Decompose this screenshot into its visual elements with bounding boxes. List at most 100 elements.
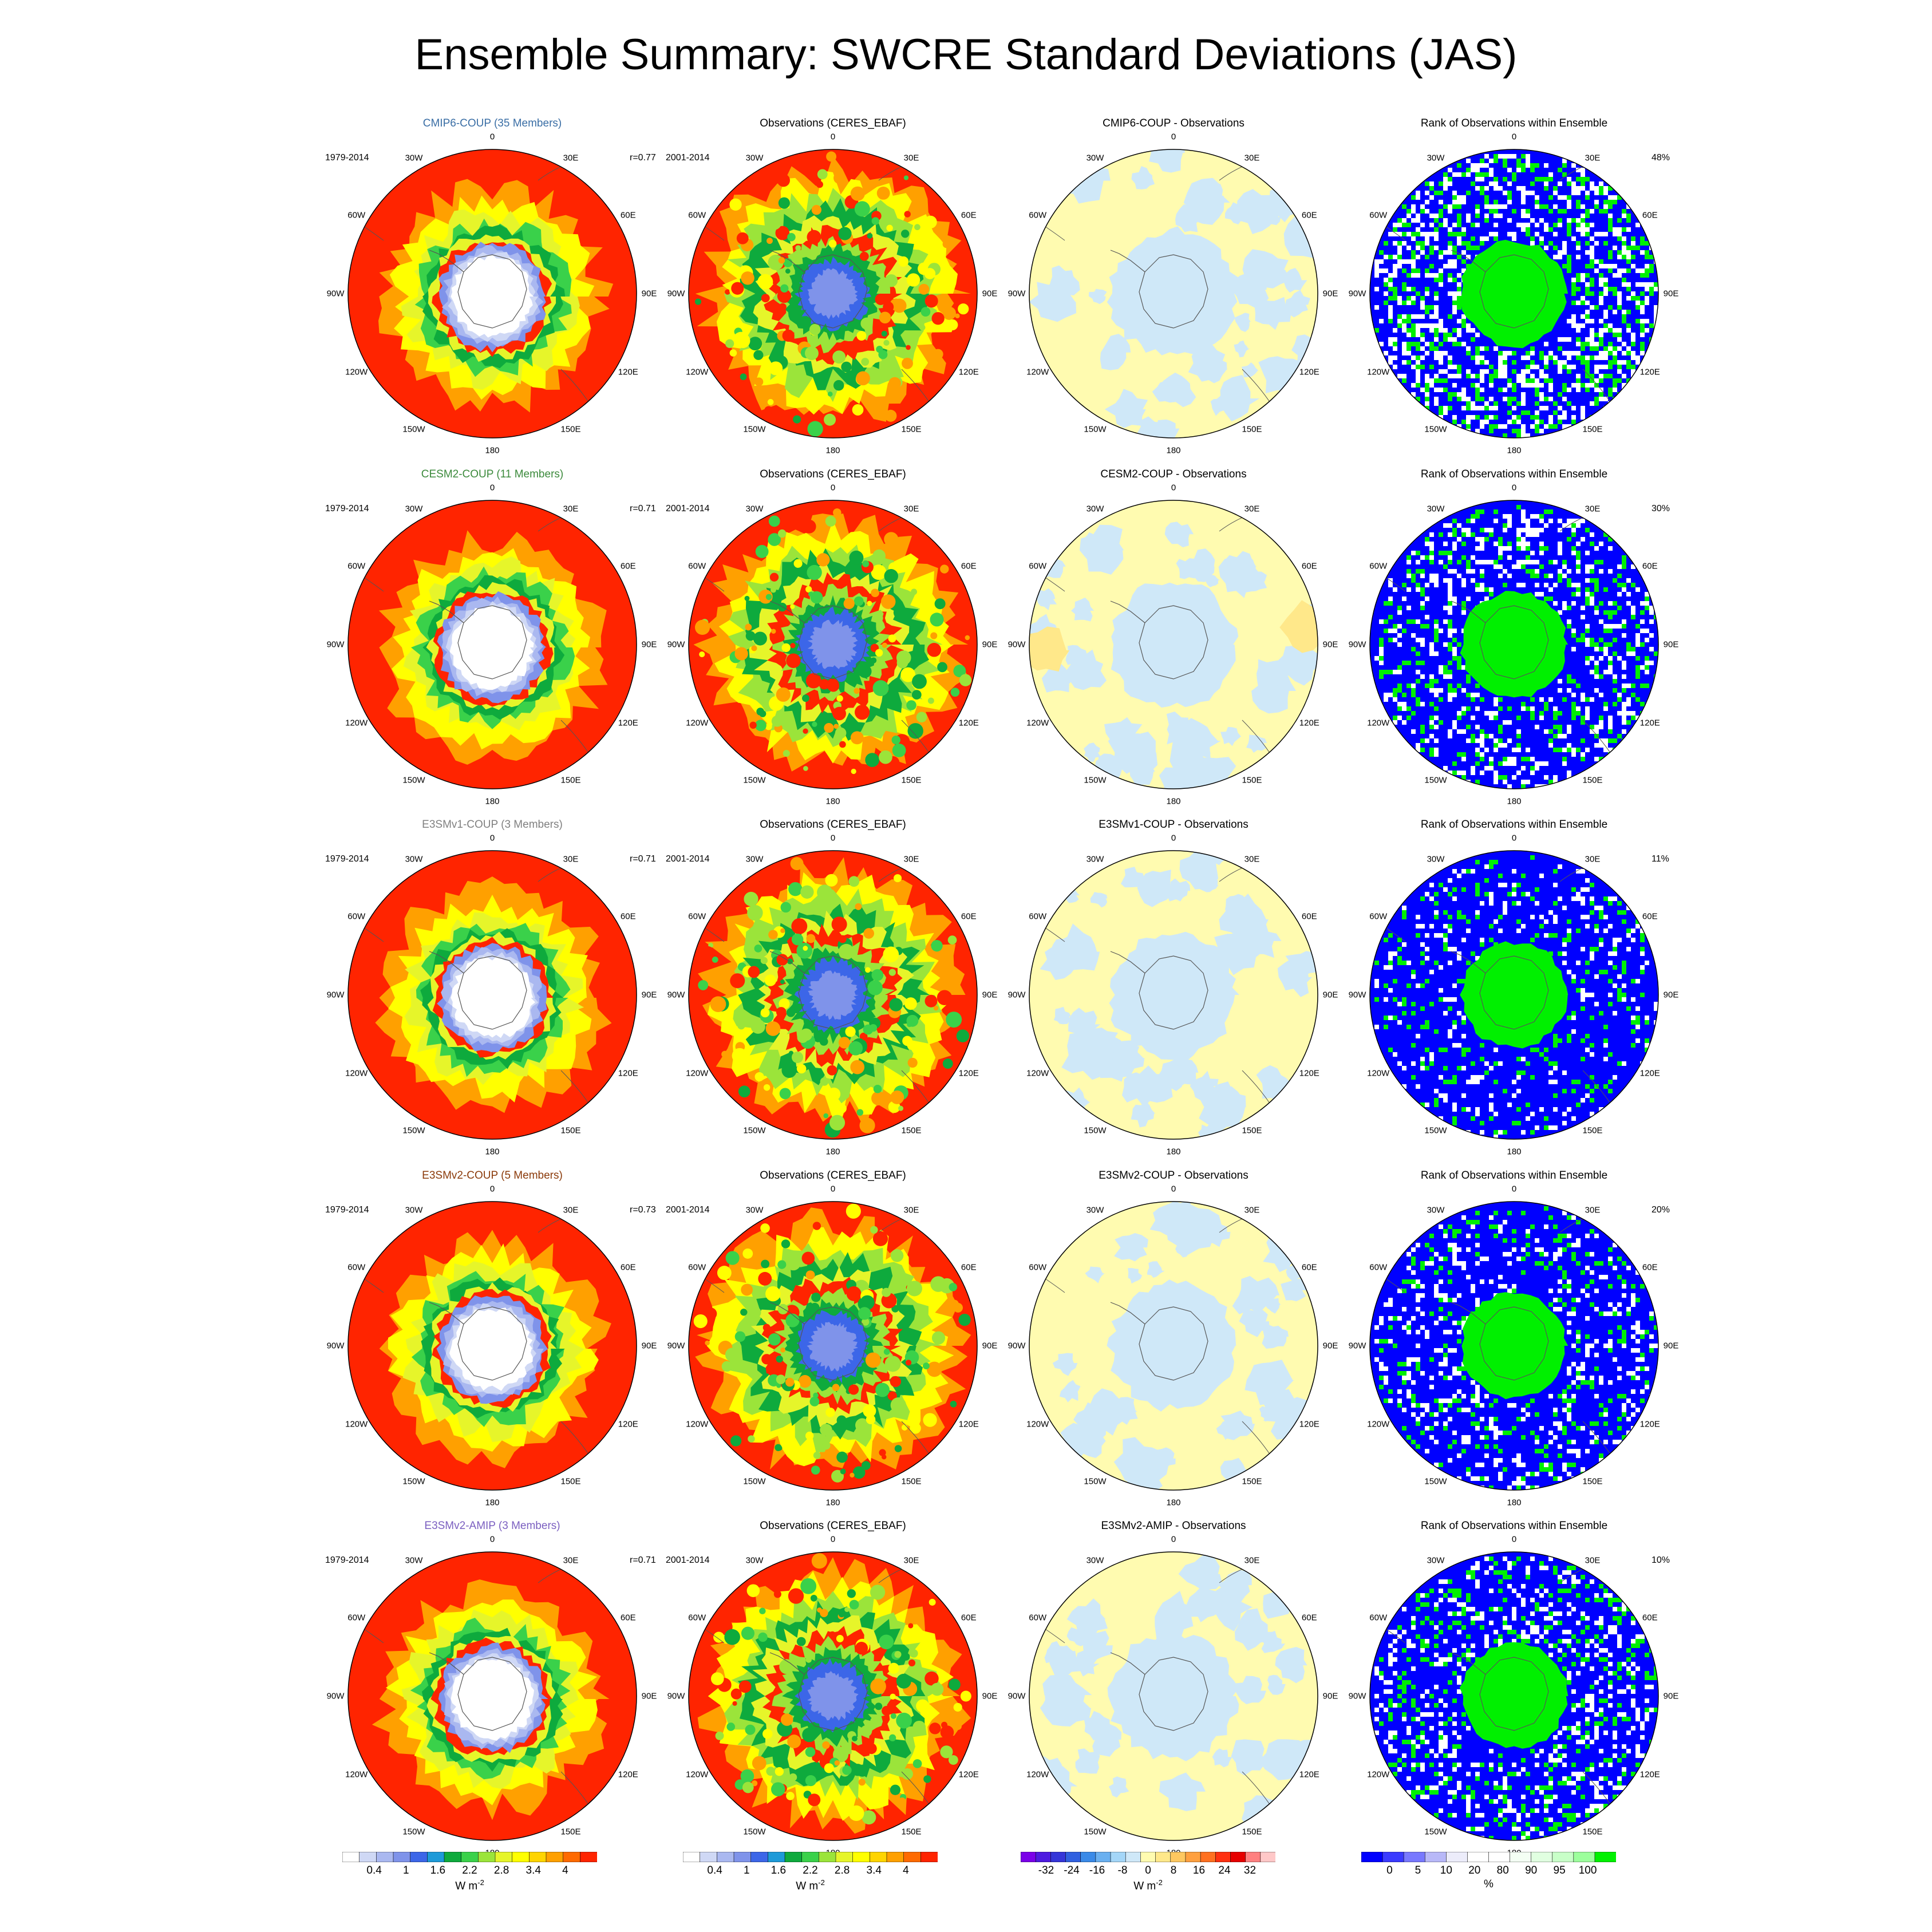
- field-cell: [1558, 748, 1562, 752]
- field-cell: [1521, 355, 1526, 360]
- field-cell: [1571, 1708, 1576, 1712]
- field-cell: [1484, 218, 1489, 223]
- field-cell: [1402, 1607, 1406, 1611]
- field-cell: [1635, 665, 1640, 670]
- field-cell: [1452, 638, 1457, 642]
- peninsula-coastline: [429, 600, 464, 623]
- field-cell: [1425, 1712, 1429, 1717]
- longitude-label: 30W: [1427, 854, 1445, 864]
- field-cell: [1590, 1431, 1594, 1435]
- field-cell: [1494, 1444, 1498, 1449]
- longitude-label: 60W: [1029, 1613, 1047, 1623]
- field-speckle: [912, 674, 927, 689]
- field-speckle: [717, 1266, 732, 1280]
- field-cell: [1448, 587, 1452, 592]
- field-cell: [1553, 1566, 1558, 1570]
- field-cell: [1434, 397, 1439, 401]
- longitude-label: 60E: [620, 1613, 636, 1623]
- field-cell: [1567, 674, 1571, 679]
- field-cell: [1429, 1376, 1434, 1380]
- longitude-label: 90E: [1663, 1341, 1679, 1351]
- field-cell: [1562, 351, 1567, 355]
- field-cell: [1594, 346, 1599, 351]
- field-cell: [1571, 1307, 1576, 1311]
- australia-coastline: [560, 1070, 590, 1105]
- field-cell: [1558, 551, 1562, 555]
- field-cell: [1425, 624, 1429, 629]
- field-cell: [1585, 195, 1590, 200]
- field-cell: [1397, 961, 1402, 965]
- field-patch: [1212, 1748, 1232, 1768]
- field-cell: [1617, 268, 1622, 273]
- field-cell: [1617, 1621, 1622, 1625]
- field-cell: [1631, 355, 1635, 360]
- field-cell: [1567, 268, 1571, 273]
- field-cell: [1654, 310, 1658, 314]
- period-label: 2001-2014: [666, 153, 710, 163]
- field-cell: [1420, 1602, 1425, 1607]
- field-patch: [1085, 1266, 1105, 1283]
- field-cell: [1590, 319, 1594, 323]
- field-cell: [1645, 1385, 1649, 1389]
- field-cell: [1384, 278, 1388, 282]
- field-cell: [1562, 1666, 1567, 1671]
- field-cell: [1613, 378, 1617, 383]
- field-cell: [1526, 1575, 1530, 1579]
- field-cell: [1530, 163, 1535, 168]
- field-cell: [1613, 651, 1617, 656]
- field-cell: [1475, 860, 1480, 864]
- field-cell: [1571, 1394, 1576, 1398]
- field-cell: [1480, 560, 1484, 564]
- longitude-label: 60E: [1301, 1613, 1317, 1623]
- field-cell: [1461, 1266, 1466, 1270]
- field-cell: [1530, 236, 1535, 241]
- field-cell: [1429, 924, 1434, 929]
- field-speckle: [886, 224, 893, 232]
- field-cell: [1429, 383, 1434, 388]
- field-cell: [1576, 519, 1581, 523]
- field-cell: [1516, 1458, 1521, 1463]
- field-cell: [1503, 154, 1507, 159]
- field-speckle: [824, 722, 834, 733]
- field-cell: [1590, 1112, 1594, 1116]
- longitude-label: 150W: [1424, 1125, 1447, 1136]
- field-cell: [1452, 1431, 1457, 1435]
- field-cell: [1571, 1298, 1576, 1302]
- polar-map: [688, 1551, 978, 1841]
- field-cell: [1603, 896, 1608, 901]
- field-cell: [1585, 970, 1590, 974]
- field-cell: [1544, 775, 1548, 780]
- field-cell: [1416, 1298, 1420, 1302]
- field-cell: [1512, 1403, 1516, 1408]
- field-speckle: [930, 613, 944, 627]
- field-cell: [1429, 716, 1434, 720]
- field-cell: [1406, 301, 1411, 305]
- field-cell: [1388, 596, 1393, 601]
- field-cell: [1654, 1002, 1658, 1006]
- field-cell: [1553, 1643, 1558, 1648]
- field-cell: [1457, 1589, 1461, 1593]
- field-cell: [1471, 1607, 1475, 1611]
- field-cell: [1585, 291, 1590, 296]
- field-cell: [1443, 351, 1448, 355]
- field-cell: [1599, 743, 1603, 748]
- field-cell: [1649, 633, 1654, 638]
- longitude-label: 60E: [961, 210, 977, 220]
- field-cell: [1553, 711, 1558, 716]
- field-cell: [1576, 273, 1581, 278]
- field-cell: [1603, 1593, 1608, 1598]
- rank-panel-title: Rank of Observations within Ensemble: [1420, 819, 1608, 831]
- field-cell: [1439, 268, 1443, 273]
- field-cell: [1567, 1566, 1571, 1570]
- field-cell: [1457, 1657, 1461, 1662]
- field-contour: [449, 1307, 533, 1391]
- field-cell: [1599, 355, 1603, 360]
- field-speckle: [806, 934, 816, 943]
- field-cell: [1402, 323, 1406, 328]
- field-cell: [1544, 1607, 1548, 1611]
- field-cell: [1608, 752, 1613, 757]
- field-cell: [1649, 1708, 1654, 1712]
- field-contour: [807, 268, 858, 319]
- field-cell: [1567, 259, 1571, 264]
- map-field: [348, 851, 637, 1139]
